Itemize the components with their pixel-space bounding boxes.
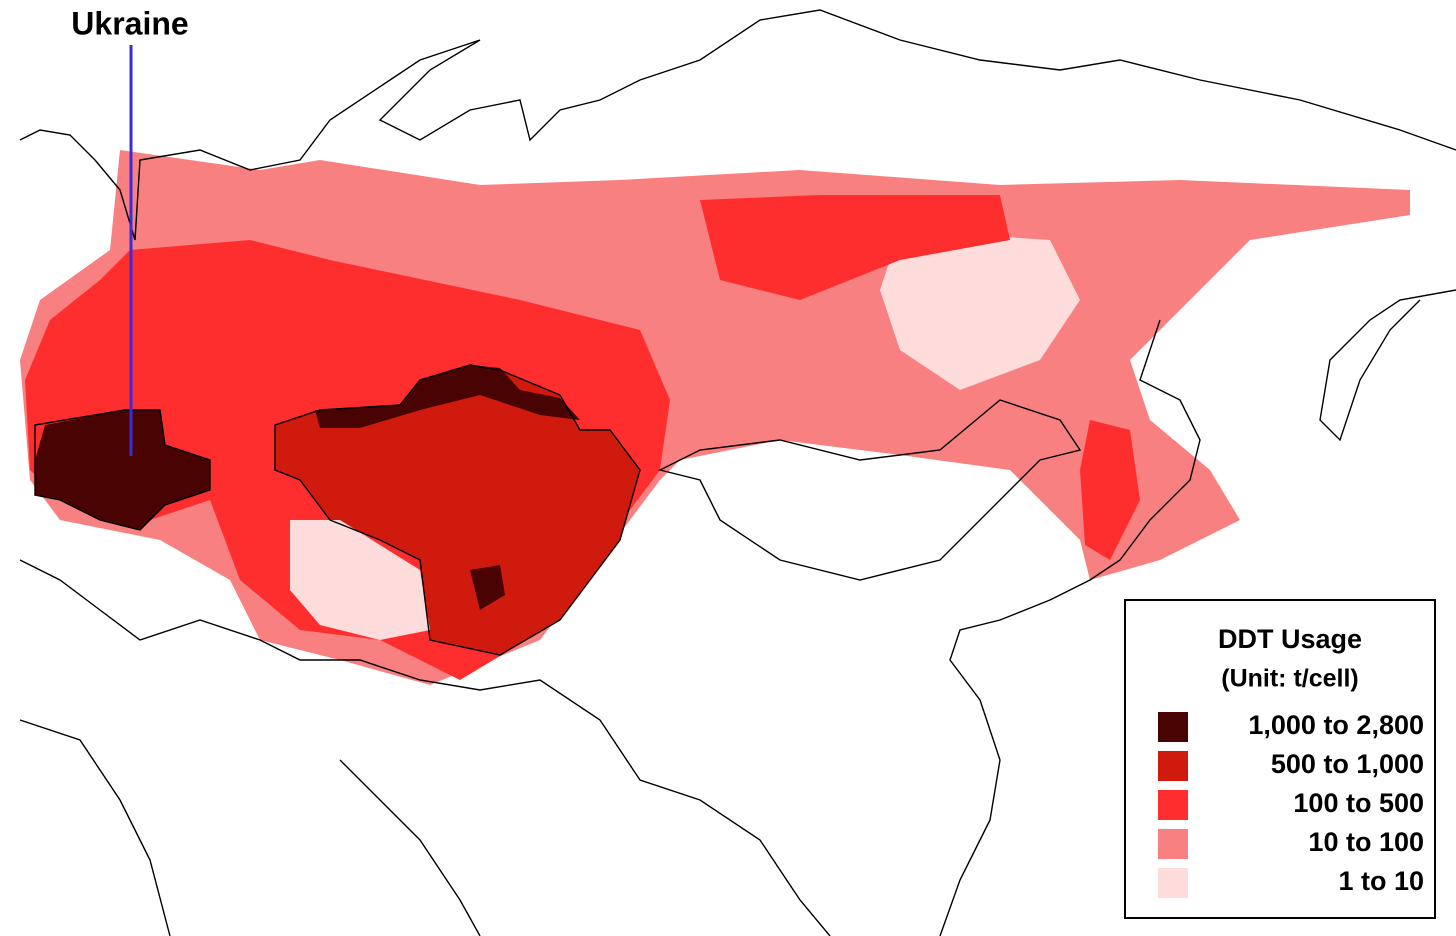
legend-swatch [1158, 712, 1188, 742]
legend-swatch [1158, 751, 1188, 781]
legend-label: 1,000 to 2,800 [1248, 710, 1424, 740]
usage-region [35, 410, 210, 530]
legend-swatch [1158, 829, 1188, 859]
usage-region [290, 520, 430, 640]
border [657, 399, 1082, 581]
usage-region [315, 365, 580, 428]
usage-region [880, 230, 1080, 390]
legend-subtitle: (Unit: t/cell) [1221, 665, 1359, 693]
coastline [939, 319, 1201, 936]
legend-label: 500 to 1,000 [1271, 749, 1424, 779]
coastline [19, 559, 831, 936]
usage-region [700, 195, 1010, 300]
usage-region [1080, 420, 1140, 560]
usage-region [470, 565, 505, 610]
legend-swatch [1158, 790, 1188, 820]
coastline [19, 9, 1456, 241]
legend: DDT Usage (Unit: t/cell) 1,000 to 2,800 5… [1124, 599, 1436, 919]
annotation-label: Ukraine [71, 5, 188, 41]
legend-label: 100 to 500 [1293, 788, 1424, 818]
usage-region [275, 365, 640, 655]
legend-swatch [1158, 868, 1188, 898]
legend-label: 1 to 10 [1338, 866, 1424, 896]
coastline [19, 719, 171, 936]
border [34, 409, 211, 531]
legend-label: 10 to 100 [1308, 827, 1424, 857]
coastline [1319, 289, 1456, 442]
coastline [339, 759, 481, 936]
legend-title: DDT Usage [1218, 624, 1362, 654]
border [274, 364, 641, 656]
